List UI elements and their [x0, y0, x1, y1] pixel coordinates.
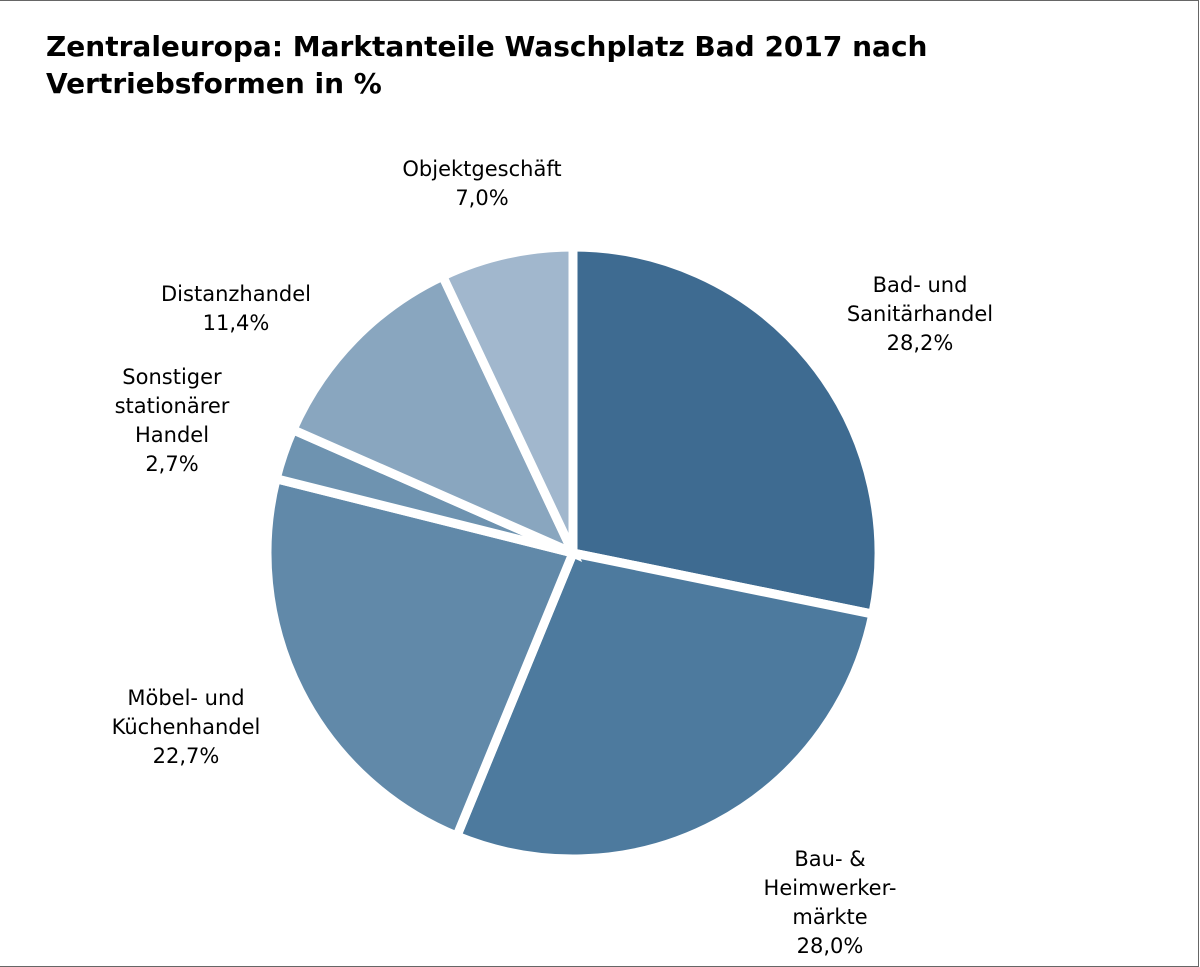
pie-value-label: 7,0% [455, 186, 508, 210]
pie-category-label: Küchenhandel [112, 715, 261, 739]
pie-labels: Bad- und Sanitärhandel 28,2% Bau- & Heimwerk… [112, 157, 994, 958]
pie-label-bau-heimwerker: Bau- & Heimwerker-märkte 28,0% [764, 847, 897, 958]
pie-category-label: märkte [792, 905, 867, 929]
pie-label-sonstiger-stationaer: Sonstiger stationärer Handel 2,7% [115, 365, 230, 476]
pie-value-label: 22,7% [153, 744, 220, 768]
pie-slice-bau-heimwerker [450, 547, 879, 864]
pie-value-label: 28,2% [887, 331, 954, 355]
pie-label-bad-sanitaer: Bad- und Sanitärhandel 28,2% [847, 273, 993, 355]
pie-category-label: Bau- & [794, 847, 865, 871]
pie-category-label: Sonstiger [122, 365, 222, 389]
pie-category-label: Bad- und [873, 273, 968, 297]
pie-category-label: Heimwerker- [764, 876, 897, 900]
pie-category-label: Distanzhandel [161, 282, 311, 306]
pie-value-label: 28,0% [797, 934, 864, 958]
chart-title: Zentraleuropa: Marktanteile Waschplatz B… [46, 28, 927, 102]
pie-slices [262, 242, 884, 864]
pie-slice-objektgeschaeft [436, 242, 578, 555]
pie-label-objektgeschaeft: Objektgeschäft 7,0% [402, 157, 561, 210]
pie-label-moebel-kuechen: Möbel- und Küchenhandel 22,7% [112, 686, 261, 768]
pie-slice-distanzhandel [287, 270, 583, 562]
pie-category-label: Handel [135, 423, 209, 447]
chart-title-line-1: Zentraleuropa: Marktanteile Waschplatz B… [46, 30, 928, 63]
chart-title-line-2: Vertriebsformen in % [46, 67, 382, 100]
pie-category-label: Objektgeschäft [402, 157, 561, 181]
pie-category-label: Möbel- und [127, 686, 244, 710]
pie-slice-bad-sanitaer [568, 242, 884, 620]
pie-category-label: stationärer [115, 394, 230, 418]
pie-category-label: Sanitärhandel [847, 302, 993, 326]
pie-slice-moebel-kuechen [262, 473, 580, 842]
pie-value-label: 11,4% [203, 311, 270, 335]
pie-value-label: 2,7% [145, 452, 198, 476]
pie-label-distanzhandel: Distanzhandel 11,4% [161, 282, 311, 335]
